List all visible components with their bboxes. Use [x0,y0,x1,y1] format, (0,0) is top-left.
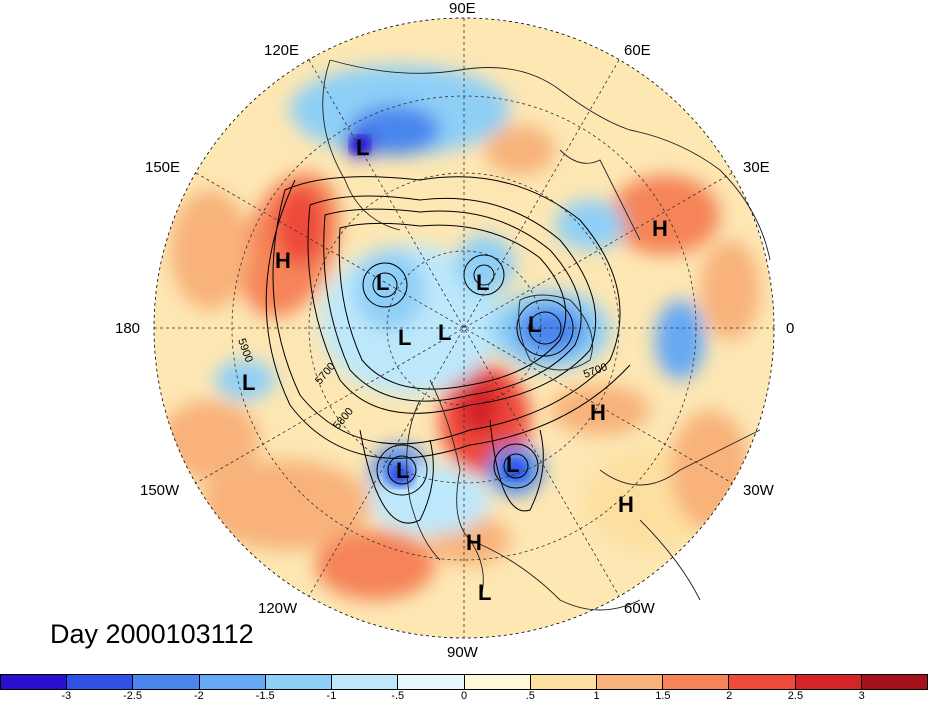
low-pressure-marker: L [528,312,541,337]
day-title: Day 2000103112 [50,619,254,649]
colorbar: -3 -2.5 -2 -1.5 -1 -.5 0 .5 1 1.5 2 2.5 3 [0,674,928,702]
low-pressure-marker: L [438,320,451,345]
colorbar-box [199,675,266,689]
longitude-label: 60E [624,42,651,59]
colorbar-box [67,675,134,689]
colorbar-tick-label: 2.5 [787,690,804,702]
colorbar-tick-label: -2 [193,690,204,702]
longitude-label: 120W [258,600,298,617]
colorbar-box [265,675,333,689]
high-pressure-marker: H [466,530,482,555]
colorbar-box [332,675,399,689]
colorbar-tick-label: 1 [593,690,600,702]
low-pressure-marker: L [476,270,489,295]
colorbar-box [464,675,531,689]
colorbar-tick-label: 3 [858,690,865,702]
pressure-systems: L H L L L L L H L H L L H H L [242,135,668,605]
high-pressure-marker: H [652,216,668,241]
colorbar-tick-label: -1.5 [255,690,275,702]
high-pressure-marker: H [618,492,634,517]
high-pressure-marker: H [275,248,291,273]
colorbar-box [596,675,664,689]
colorbar-tick-label: -2.5 [123,690,143,702]
longitude-label: 180 [115,320,141,337]
colorbar-box [795,675,862,689]
colorbar-tick-label: 2 [726,690,733,702]
high-pressure-marker: H [590,400,606,425]
longitude-label: 120E [264,42,300,59]
map-boundary [153,17,775,639]
colorbar-box [530,675,597,689]
colorbar-tick-label: 0 [460,690,468,702]
low-pressure-marker: L [398,325,411,350]
colorbar-box [663,675,730,689]
colorbar-boxes [0,674,928,690]
colorbar-tick-label: -.5 [391,690,405,702]
longitude-label: 90E [449,0,476,17]
longitude-label: 30W [743,482,774,499]
colorbar-tick-label: -3 [61,690,72,702]
low-pressure-marker: L [356,135,369,160]
low-pressure-marker: L [376,270,389,295]
longitude-label: 60W [624,600,655,617]
longitude-label: 0 [786,320,795,337]
low-pressure-marker: L [478,580,491,605]
geopotential-contours [265,176,631,524]
colorbar-box [398,675,465,689]
coastlines [322,59,771,611]
longitude-label: 150E [145,159,181,176]
colorbar-box [133,675,200,689]
low-pressure-marker: L [242,370,255,395]
colorbar-tick-label: .5 [525,690,535,702]
longitude-label: 90W [447,644,478,661]
longitude-label: 150W [140,482,180,499]
colorbar-box [1,675,68,689]
colorbar-box [861,675,928,689]
low-pressure-marker: L [396,458,409,483]
longitude-label: 30E [743,159,770,176]
low-pressure-marker: L [506,452,519,477]
colorbar-box [729,675,796,689]
graticule [154,18,774,638]
colorbar-tick-label: 1.5 [655,690,671,702]
colorbar-tick-label: -1 [326,690,337,702]
